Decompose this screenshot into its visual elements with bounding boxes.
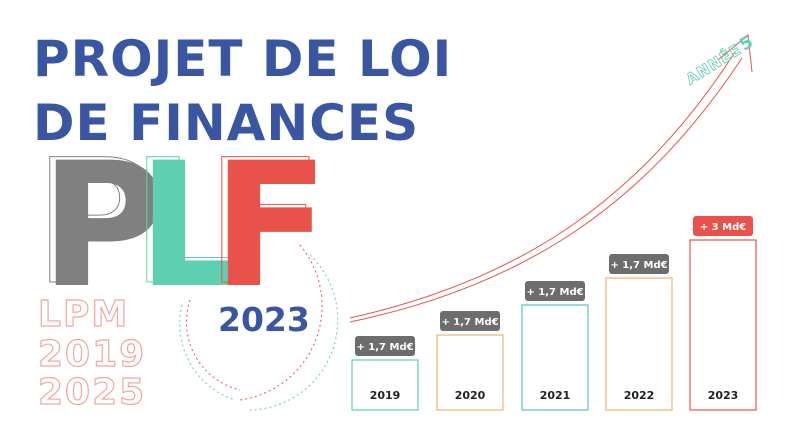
step-pill xyxy=(609,254,669,274)
letter: F xyxy=(212,125,330,326)
step-year: 2022 xyxy=(624,389,655,402)
step-pill xyxy=(693,216,753,236)
step-year: 2023 xyxy=(708,389,739,402)
plf-logo: P P L L F F xyxy=(34,122,330,327)
step-label: + 1,7 Md€ xyxy=(356,342,413,353)
step-pill xyxy=(525,281,585,301)
step-label: + 1,7 Md€ xyxy=(610,260,667,271)
step-label: + 1,7 Md€ xyxy=(441,317,498,328)
lpm-text: 2025 xyxy=(38,372,146,413)
letter: P xyxy=(40,125,166,326)
year-label: ANNÉE 5 xyxy=(682,32,757,89)
step-box xyxy=(351,359,419,411)
step-pill xyxy=(440,311,500,331)
step-box xyxy=(521,304,589,411)
growth-arrow xyxy=(349,34,753,323)
title-line: PROJET DE LOI xyxy=(33,30,452,88)
letter-outline: P xyxy=(34,122,160,323)
letter: L xyxy=(137,125,247,326)
steps: + 1,7 Md€ 2019 + 1,7 Md€ 2020 + 1,7 Md€ 2021 +… xyxy=(351,216,757,411)
step-box xyxy=(605,277,673,411)
step-year: 2020 xyxy=(455,389,486,402)
logo-year: 2023 xyxy=(218,300,310,339)
step-box xyxy=(689,239,757,411)
step-box xyxy=(436,334,504,411)
lpm-text: LPM xyxy=(38,294,129,335)
letter-outline: L xyxy=(131,122,241,323)
title-line: DE FINANCES xyxy=(33,94,419,152)
step-label: + 1,7 Md€ xyxy=(526,287,583,298)
step-year: 2021 xyxy=(540,389,571,402)
step-label: + 3 Md€ xyxy=(700,222,746,233)
dotted-arcs xyxy=(179,244,339,411)
step-pill xyxy=(355,336,415,356)
step-year: 2019 xyxy=(370,389,401,402)
letter-outline: F xyxy=(206,122,324,323)
lpm-text: 2019 xyxy=(38,334,146,375)
year-label-text: ANNÉE xyxy=(682,39,745,88)
